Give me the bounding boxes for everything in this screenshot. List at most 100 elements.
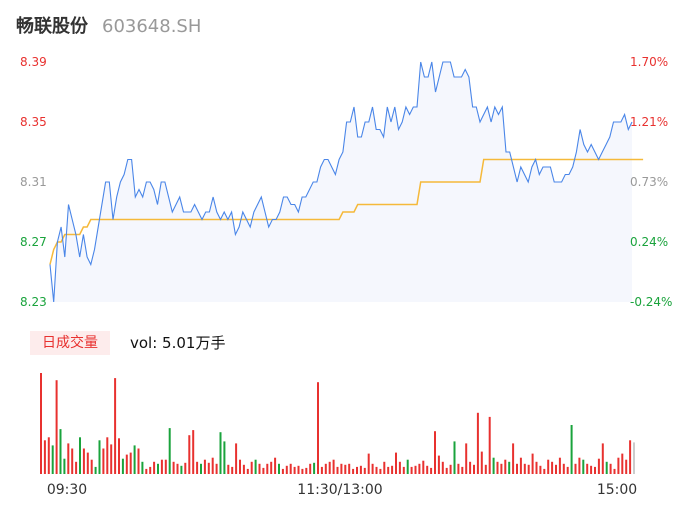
volume-bar [356,466,358,474]
volume-bar [430,467,433,474]
volume-bar [551,461,554,474]
volume-bar [110,444,113,474]
volume-bar [40,373,42,474]
volume-bar [258,463,261,474]
volume-bar [86,452,89,474]
volume-bar [133,445,136,474]
stock-name: 畅联股份 [16,16,88,37]
volume-bar [621,453,624,474]
volume-bar [387,466,390,474]
volume-bar [449,464,452,474]
volume-bar [609,463,612,474]
volume-bar [79,437,81,474]
volume-bar [82,448,85,474]
volume-bar [215,463,218,474]
volume-bar [590,465,593,474]
volume-bar [488,416,491,474]
volume-bar [223,441,226,474]
volume-bar [437,455,440,474]
volume-bar [200,463,202,474]
volume-bar [114,378,117,474]
price-line [49,61,633,303]
volume-bar [535,461,538,474]
volume-bar [457,463,460,474]
volume-bar [313,462,316,474]
volume-bar [391,465,394,474]
volume-bar [94,466,97,474]
average-price-line [49,158,644,265]
y-left-tick: 8.35 [20,115,47,129]
volume-bar [512,443,515,474]
volume-bar [582,459,585,474]
volume-bar [476,412,479,474]
volume-bar [340,463,343,474]
volume-bar [160,459,163,474]
volume-bar [601,443,604,474]
volume-bar [629,440,632,474]
volume-bar [422,460,425,474]
volume-bar [531,453,534,474]
volume-bar [242,464,245,474]
volume-bar [118,438,120,474]
volume-bar [461,466,464,474]
stock-code: 603648.SH [102,16,202,37]
y-left-tick: 8.39 [20,55,47,69]
volume-bar [558,457,561,474]
volume-bar [184,462,187,474]
volume-bar [426,465,429,474]
volume-bar [539,465,542,474]
y-right-tick: 0.24% [630,235,668,249]
volume-bar [336,466,339,474]
y-left-tick: 8.27 [20,235,47,249]
volume-bar [625,459,628,474]
y-right-tick: 1.21% [630,115,668,129]
volume-bar [75,461,78,474]
x-tick: 09:30 [47,482,87,498]
volume-bar [492,457,495,474]
volume-bar [121,458,124,474]
volume-readout: vol: 5.01万手 [130,334,226,352]
volume-bar [317,382,319,474]
volume-bar [508,461,511,474]
volume-bar [395,452,397,474]
volume-bar [574,463,577,474]
volume-bar [441,461,444,474]
volume-bar [473,464,475,474]
volume-tab[interactable]: 日成交量 [30,331,110,355]
volume-bar [434,431,436,474]
volume-bar [516,463,518,474]
volume-bar [227,464,230,474]
volume-bar [363,467,366,474]
volume-bar [266,463,269,474]
volume-bar [129,452,132,474]
volume-bar [63,458,66,474]
volume-bar [570,425,573,474]
x-tick: 15:00 [597,482,637,498]
volume-bar [566,466,569,474]
volume-bar [125,454,128,474]
volume-bar [262,467,265,474]
volume-bar [102,448,105,474]
y-right-tick: 1.70% [630,55,668,69]
volume-bar [278,463,280,474]
volume-bar [67,443,70,474]
volume-bar [51,445,54,474]
volume-bar [207,462,210,474]
volume-bar [246,468,249,474]
volume-bar [254,459,257,474]
volume-bar [406,459,409,474]
volume-bar [375,466,378,474]
volume-bar [613,468,616,474]
volume-bar [605,461,608,474]
volume-bar [106,437,109,474]
volume-bar [418,463,421,474]
volume-bar [469,461,472,474]
volume-bar [176,463,179,474]
volume-bar [352,468,355,474]
volume-bar [98,440,101,474]
volume-bar [320,466,323,474]
volume-bar [586,463,589,474]
volume-bar [192,430,195,474]
volume-bar [578,457,581,474]
volume-bar [297,465,300,474]
